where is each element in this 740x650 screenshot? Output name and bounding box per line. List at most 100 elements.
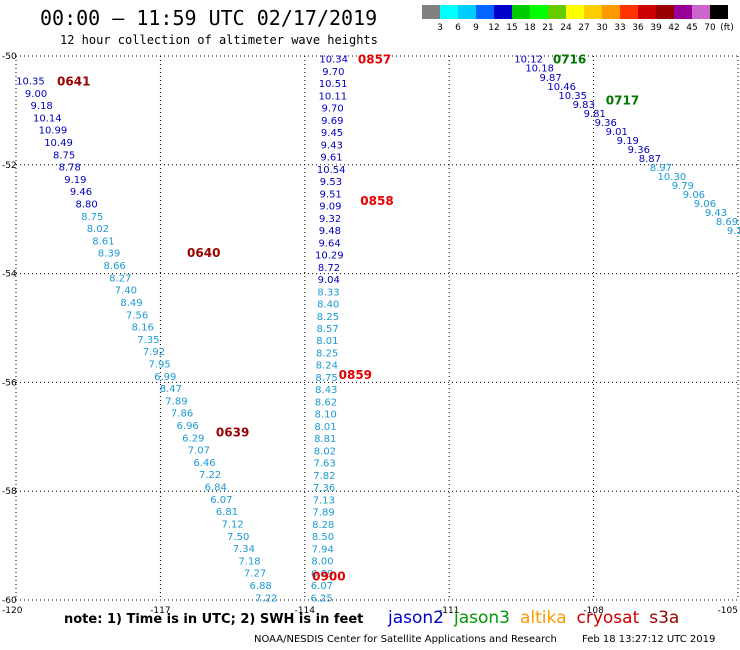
wave-height-value: 10.12 — [514, 55, 543, 66]
satellite-legend-item: s3a — [649, 608, 680, 628]
y-tick-label: -54 — [2, 270, 17, 280]
wave-height-value: 9.83 — [573, 100, 595, 111]
wave-height-value: 8.02 — [314, 446, 336, 457]
wave-height-value: 9.79 — [672, 181, 694, 192]
wave-height-value: 8.01 — [314, 422, 336, 433]
wave-height-value: 8.75 — [53, 150, 75, 161]
wave-height-value: 8.02 — [87, 224, 109, 235]
time-label: 0859 — [339, 368, 372, 382]
time-label: 0641 — [57, 74, 90, 88]
wave-height-value: 6.29 — [182, 433, 204, 444]
wave-height-value: 7.13 — [313, 495, 335, 506]
wave-height-value: 9.04 — [318, 275, 340, 286]
wave-height-value: 8.61 — [92, 236, 114, 247]
color-scale-swatch — [674, 5, 692, 19]
wave-height-value: 8.27 — [109, 273, 131, 284]
x-tick-label: -111 — [439, 606, 459, 616]
wave-height-value: 8.75 — [315, 373, 337, 384]
wave-height-value: 9.87 — [540, 73, 562, 84]
x-tick-label: -114 — [295, 606, 316, 616]
wave-height-value: 8.66 — [104, 261, 126, 272]
wave-height-value: 7.22 — [199, 470, 221, 481]
wave-height-value: 6.84 — [205, 483, 227, 494]
wave-height-value: 8.24 — [316, 361, 338, 372]
wave-height-value: 8.50 — [312, 532, 334, 543]
color-scale-label: 42 — [668, 23, 680, 33]
credit-text: NOAA/NESDIS Center for Satellite Applica… — [254, 634, 557, 645]
wave-height-value: 8.97 — [650, 163, 672, 174]
wave-height-value: 10.34 — [319, 55, 348, 66]
time-label: 0716 — [553, 53, 586, 67]
color-scale-swatch — [566, 5, 584, 19]
color-scale-unit: (ft) — [720, 23, 734, 33]
wave-height-value: 10.51 — [319, 79, 348, 90]
color-scale-label: 21 — [542, 23, 554, 33]
time-label: 0640 — [187, 246, 220, 260]
wave-height-value: 6.46 — [193, 458, 215, 469]
wave-height-value: 9.43 — [321, 140, 343, 151]
wave-height-value: 7.94 — [312, 544, 334, 555]
wave-height-value: 9.45 — [321, 128, 343, 139]
wave-height-value: 8.40 — [317, 300, 339, 311]
color-scale-label: 6 — [455, 23, 461, 33]
x-tick-label: -117 — [150, 606, 170, 616]
color-scale-swatch — [494, 5, 512, 19]
wave-height-value: 7.89 — [165, 396, 187, 407]
color-scale-label: 18 — [524, 23, 536, 33]
x-tick-label: -105 — [718, 606, 738, 616]
color-scale-swatch — [422, 5, 440, 19]
color-scale-swatch — [692, 5, 710, 19]
wave-height-value: 9.06 — [694, 199, 716, 210]
wave-height-value: 7.50 — [227, 532, 249, 543]
wave-height-value: 10.11 — [319, 91, 348, 102]
wave-height-value: 8.28 — [312, 520, 334, 531]
wave-height-value: 8.57 — [317, 324, 339, 335]
wave-height-value: 9.36 — [628, 145, 650, 156]
wave-height-value: 10.14 — [33, 113, 62, 124]
wave-height-value: 7.86 — [171, 409, 193, 420]
wave-height-value: 9.09 — [319, 202, 341, 213]
color-scale-label: 30 — [596, 23, 608, 33]
wave-height-value: 9.61 — [320, 153, 342, 164]
time-label: 0717 — [606, 94, 639, 108]
color-scale-label: 3 — [437, 23, 443, 33]
wave-height-value: 9.00 — [25, 89, 47, 100]
color-scale-swatch — [584, 5, 602, 19]
wave-height-value: 8.33 — [317, 287, 339, 298]
chart-subtitle: 12 hour collection of altimeter wave hei… — [60, 33, 378, 47]
satellite-legend: jason2 jason3 altika cryosat s3a — [388, 608, 689, 628]
x-tick-label: -120 — [2, 606, 23, 616]
wave-height-value: 9.48 — [319, 226, 341, 237]
color-scale-label: 33 — [614, 23, 626, 33]
wave-height-value: 7.92 — [143, 347, 165, 358]
wave-height-value: 10.35 — [16, 76, 45, 87]
time-label: 0857 — [358, 53, 391, 67]
color-scale-swatch — [512, 5, 530, 19]
wave-height-value: 7.34 — [233, 544, 255, 555]
wave-height-value: 8.62 — [315, 397, 337, 408]
wave-height-value: 8.49 — [120, 298, 142, 309]
wave-height-value: 7.27 — [244, 569, 266, 580]
wave-height-value: 9.51 — [320, 189, 342, 200]
y-tick-label: -50 — [2, 52, 17, 62]
generated-timestamp: Feb 18 13:27:12 UTC 2019 — [582, 634, 716, 645]
y-tick-label: -52 — [2, 161, 17, 171]
wave-height-value: 6.07 — [311, 581, 333, 592]
grid-lines — [15, 55, 739, 601]
wave-height-value: 8.47 — [160, 384, 182, 395]
color-scale-label: 12 — [488, 23, 500, 33]
wave-height-value: 8.10 — [315, 410, 337, 421]
wave-height-value: 10.35 — [558, 91, 587, 102]
wave-height-value: 10.30 — [658, 172, 687, 183]
wave-height-value: 10.29 — [315, 251, 344, 262]
wave-height-value: 7.22 — [255, 593, 277, 604]
time-label: 0858 — [360, 194, 393, 208]
wave-height-value: 9.10 — [727, 226, 740, 237]
wave-height-value: 9.70 — [321, 104, 343, 115]
time-label: 0639 — [216, 425, 249, 439]
time-label: 0900 — [312, 570, 345, 584]
wave-height-value: 6.99 — [311, 569, 333, 580]
time-labels: 0641 0640 0639 0857 0858 0859 0900 0716 0717 — [57, 53, 639, 584]
wave-height-value: 7.36 — [313, 483, 335, 494]
wave-height-value: 6.81 — [216, 507, 238, 518]
